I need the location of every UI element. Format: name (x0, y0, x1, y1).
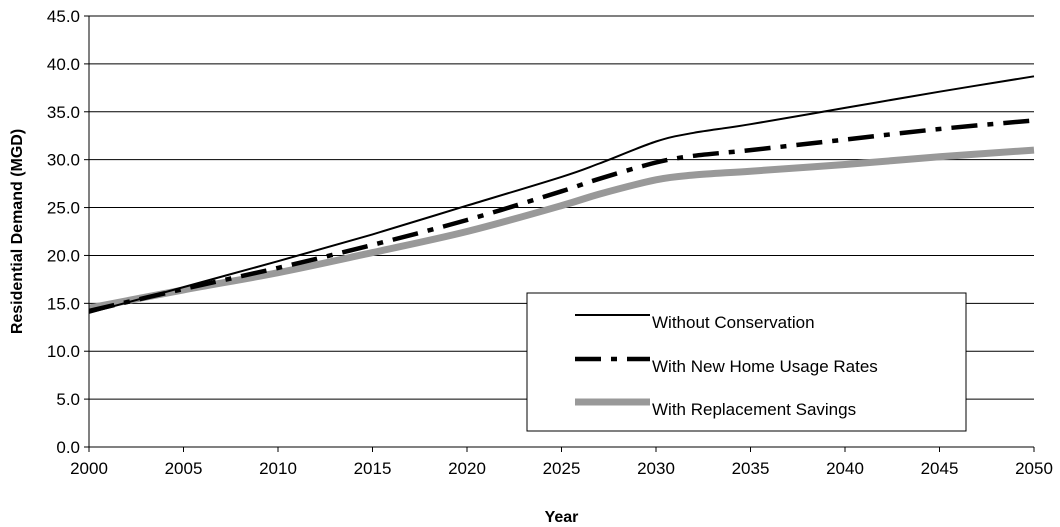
series-line-2 (88, 118, 1035, 314)
x-tick-label: 2050 (1015, 459, 1053, 478)
x-tick-label: 2015 (354, 459, 392, 478)
y-tick-label: 0.0 (56, 438, 80, 457)
y-tick-label: 25.0 (47, 199, 80, 218)
y-tick-label: 20.0 (47, 246, 80, 265)
legend: Without Conservation With New Home Usage … (526, 292, 967, 432)
y-axis-title: Residential Demand (MGD) (9, 129, 26, 334)
axes (88, 16, 1034, 448)
x-axis-title: Year (545, 509, 579, 526)
y-tick-label: 30.0 (47, 151, 80, 170)
x-tick-label: 2030 (637, 459, 675, 478)
x-tick-label: 2040 (826, 459, 864, 478)
x-tick-label: 2045 (921, 459, 959, 478)
legend-label-2: With New Home Usage Rates (652, 357, 878, 376)
series-line-3 (88, 146, 1035, 312)
x-tick-label: 2025 (543, 459, 581, 478)
y-tick-label: 45.0 (47, 7, 80, 26)
x-tick-label: 2005 (165, 459, 203, 478)
series-lines (88, 75, 1035, 314)
x-tick-label: 2000 (70, 459, 108, 478)
y-tick-label: 10.0 (47, 342, 80, 361)
x-tick-label: 2020 (448, 459, 486, 478)
x-tick-label: 2035 (732, 459, 770, 478)
x-tick-label: 2010 (259, 459, 297, 478)
y-tick-label: 5.0 (56, 390, 80, 409)
series-line-1 (88, 75, 1035, 314)
y-tick-label: 35.0 (47, 103, 80, 122)
y-tick-labels: 0.0 5.0 10.0 15.0 20.0 25.0 30.0 35.0 40.0 45.0 (47, 7, 80, 457)
y-tick-label: 40.0 (47, 55, 80, 74)
legend-box (526, 292, 967, 432)
legend-label-1: Without Conservation (652, 313, 815, 332)
legend-label-3: With Replacement Savings (652, 400, 856, 419)
y-tick-label: 15.0 (47, 294, 80, 313)
x-tick-labels: 2000 2005 2010 2015 2020 2025 2030 2035 2040 2045… (70, 459, 1053, 478)
